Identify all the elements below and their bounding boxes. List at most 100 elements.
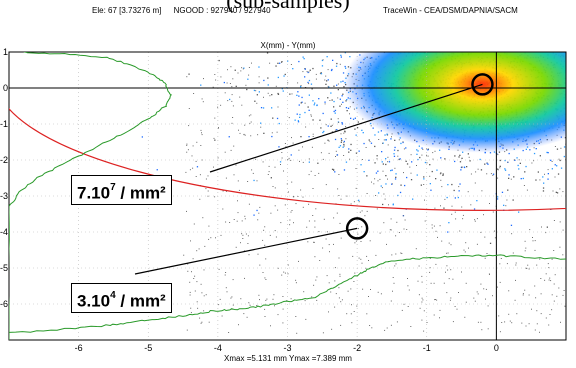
particle-dot [563,33,564,34]
particle-dot [381,161,383,163]
particle-dot [287,82,289,84]
particle-dot [452,278,454,280]
particle-dot [556,41,557,42]
plot-footer: Xmax =5.131 mm Ymax =7.389 mm [224,354,352,363]
particle-dot [420,184,422,186]
particle-dot [325,75,327,77]
particle-dot [334,129,336,131]
particle-dot [378,139,380,140]
particle-dot [387,161,389,163]
particle-dot [361,129,363,131]
particle-dot [522,294,524,296]
particle-dot [242,238,244,239]
particle-dot [308,35,309,36]
particle-dot [254,100,256,102]
particle-dot [557,17,558,18]
particle-dot [335,150,337,152]
particle-dot [526,189,528,191]
particle-dot [558,27,559,28]
particle-dot [560,167,563,169]
particle-dot [408,31,409,32]
particle-dot [189,169,191,171]
particle-dot [315,208,317,210]
particle-dot [233,174,235,176]
particle-dot [542,38,543,39]
particle-dot [426,322,428,323]
particle-dot [574,30,575,31]
particle-dot [277,93,280,95]
particle-dot [387,5,388,6]
particle-dot [437,49,438,50]
particle-dot [421,154,423,156]
particle-dot [297,82,299,84]
particle-dot [491,39,492,40]
particle-dot [341,95,343,97]
particle-dot [507,189,509,191]
particle-dot [441,44,442,45]
particle-dot [401,309,403,311]
particle-dot [461,44,462,45]
particle-dot [573,126,574,127]
particle-dot [337,188,339,190]
particle-dot [523,40,524,41]
particle-dot [402,141,404,144]
particle-dot [253,89,256,92]
particle-dot [190,307,192,309]
particle-dot [477,293,479,295]
particle-dot [201,292,203,294]
particle-dot [315,73,317,75]
particle-dot [270,325,271,327]
particle-dot [284,272,286,274]
particle-dot [398,158,400,161]
particle-dot [407,285,409,287]
particle-dot [509,320,511,322]
particle-dot [214,117,216,119]
particle-dot [393,155,396,157]
particle-dot [525,165,527,168]
particle-dot [390,300,392,302]
particle-dot [232,279,234,281]
particle-dot [383,222,385,224]
particle-dot [319,260,321,261]
particle-dot [483,288,485,290]
particle-dot [454,39,455,40]
particle-dot [400,14,401,15]
particle-dot [382,203,384,206]
particle-dot [295,279,297,281]
particle-dot [295,203,297,205]
particle-dot [238,324,239,326]
particle-dot [453,48,454,49]
particle-dot [223,81,225,84]
particle-dot [225,190,227,192]
particle-dot [353,201,355,203]
particle-dot [308,109,310,111]
particle-dot [262,161,264,163]
particle-dot [389,229,391,231]
particle-dot [281,31,282,32]
particle-dot [544,33,545,34]
particle-dot [569,129,570,130]
particle-dot [461,166,463,168]
particle-dot [195,160,197,162]
particle-dot [410,172,412,174]
particle-dot [316,299,318,301]
particle-dot [251,169,253,171]
particle-dot [415,248,417,250]
particle-dot [335,156,336,157]
particle-dot [400,184,402,186]
particle-dot [495,24,496,25]
particle-dot [352,30,353,31]
particle-dot [505,25,506,26]
particle-dot [451,37,452,38]
particle-dot [474,219,476,221]
particle-dot [358,257,360,259]
particle-dot [485,18,486,19]
particle-dot [356,127,359,129]
x-tick-label: -5 [144,343,152,353]
particle-dot [404,1,405,2]
particle-dot [264,226,266,228]
particle-dot [563,41,564,42]
particle-dot [193,278,195,279]
particle-dot [342,101,344,103]
particle-dot [260,107,263,109]
